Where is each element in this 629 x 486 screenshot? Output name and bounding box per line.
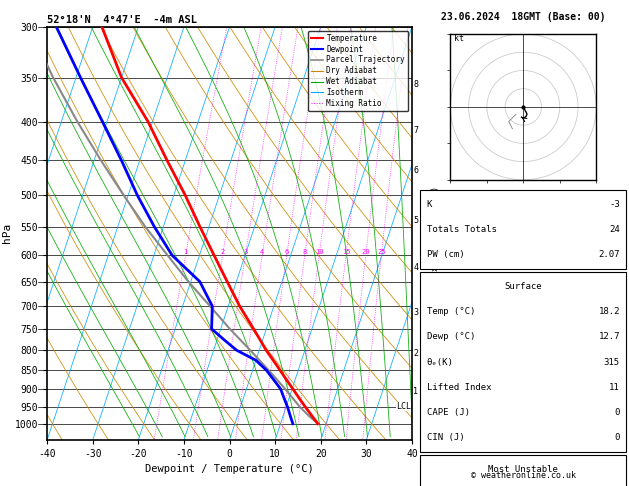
Text: Lifted Index: Lifted Index bbox=[426, 383, 491, 392]
Text: 6: 6 bbox=[284, 249, 289, 255]
Text: 12.7: 12.7 bbox=[598, 332, 620, 341]
Text: 23.06.2024  18GMT (Base: 00): 23.06.2024 18GMT (Base: 00) bbox=[441, 12, 606, 22]
Text: Temp (°C): Temp (°C) bbox=[426, 307, 475, 316]
Text: CAPE (J): CAPE (J) bbox=[426, 408, 470, 417]
Text: -3: -3 bbox=[610, 200, 620, 208]
Text: Mixing Ratio (g/kg): Mixing Ratio (g/kg) bbox=[431, 186, 440, 281]
Text: Totals Totals: Totals Totals bbox=[426, 225, 496, 234]
Text: 52°18'N  4°47'E  -4m ASL: 52°18'N 4°47'E -4m ASL bbox=[47, 15, 197, 25]
Text: CIN (J): CIN (J) bbox=[426, 434, 464, 442]
Text: Dewp (°C): Dewp (°C) bbox=[426, 332, 475, 341]
Text: © weatheronline.co.uk: © weatheronline.co.uk bbox=[471, 471, 576, 480]
Text: 1: 1 bbox=[184, 249, 187, 255]
Text: 10: 10 bbox=[315, 249, 323, 255]
Text: 24: 24 bbox=[610, 225, 620, 234]
Bar bbox=[420, 190, 626, 269]
Text: 20: 20 bbox=[362, 249, 370, 255]
Text: 5: 5 bbox=[413, 216, 418, 225]
Text: 2: 2 bbox=[220, 249, 225, 255]
Text: 18.2: 18.2 bbox=[598, 307, 620, 316]
Text: PW (cm): PW (cm) bbox=[426, 250, 464, 259]
Text: 2.07: 2.07 bbox=[598, 250, 620, 259]
Legend: Temperature, Dewpoint, Parcel Trajectory, Dry Adiabat, Wet Adiabat, Isotherm, Mi: Temperature, Dewpoint, Parcel Trajectory… bbox=[308, 31, 408, 111]
Text: 8: 8 bbox=[413, 80, 418, 88]
X-axis label: Dewpoint / Temperature (°C): Dewpoint / Temperature (°C) bbox=[145, 465, 314, 474]
Text: θₑ(K): θₑ(K) bbox=[426, 358, 454, 366]
Text: 0: 0 bbox=[615, 434, 620, 442]
Bar bbox=[420, 455, 626, 486]
Bar bbox=[420, 272, 626, 452]
Text: 11: 11 bbox=[610, 383, 620, 392]
Y-axis label: hPa: hPa bbox=[2, 223, 12, 243]
Text: Surface: Surface bbox=[504, 282, 542, 291]
Text: 4: 4 bbox=[413, 262, 418, 272]
Text: K: K bbox=[426, 200, 432, 208]
Text: 3: 3 bbox=[243, 249, 247, 255]
Text: kt: kt bbox=[454, 35, 464, 43]
Text: LCL: LCL bbox=[396, 402, 411, 411]
Text: 2: 2 bbox=[413, 349, 418, 358]
Text: Most Unstable: Most Unstable bbox=[488, 465, 559, 474]
Text: 6: 6 bbox=[413, 166, 418, 175]
Text: 0: 0 bbox=[615, 408, 620, 417]
Text: 3: 3 bbox=[413, 308, 418, 317]
Text: 7: 7 bbox=[413, 126, 418, 135]
Text: 4: 4 bbox=[260, 249, 264, 255]
Text: 15: 15 bbox=[342, 249, 350, 255]
Text: 25: 25 bbox=[377, 249, 386, 255]
Text: 8: 8 bbox=[303, 249, 307, 255]
Text: 1: 1 bbox=[413, 387, 418, 397]
Text: 315: 315 bbox=[604, 358, 620, 366]
